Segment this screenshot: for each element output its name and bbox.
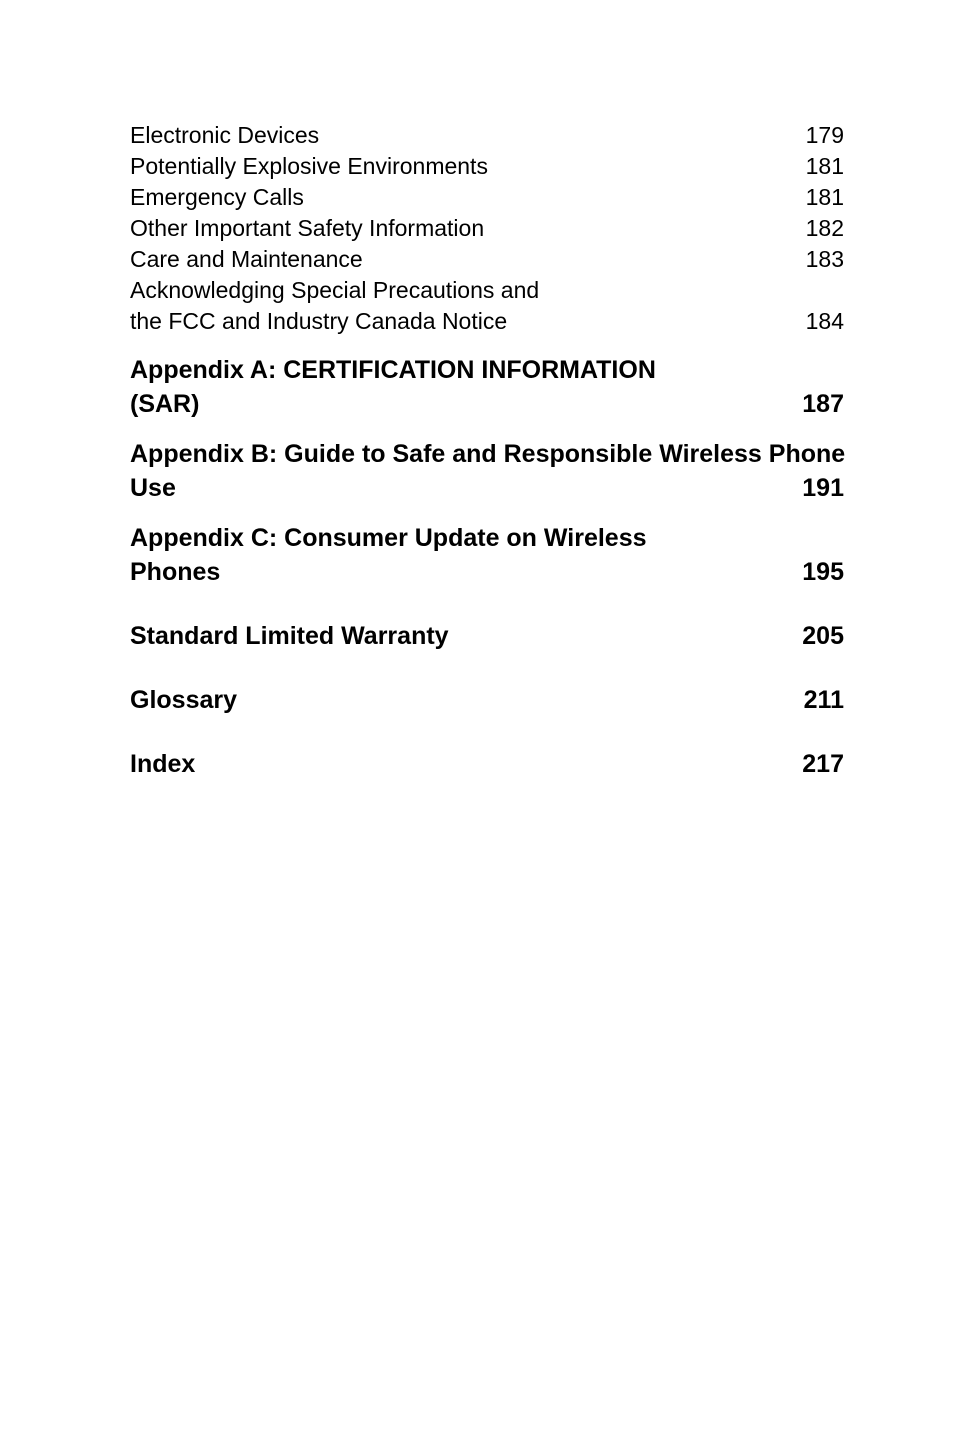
toc-label: Appendix A: CERTIFICATION INFORMATION (130, 353, 656, 387)
toc-label: Emergency Calls (130, 182, 304, 213)
toc-section-heading-cont: Phones 195 (130, 555, 844, 589)
toc-section-heading: Glossary 211 (130, 683, 844, 717)
toc-page-number: 187 (798, 387, 844, 421)
toc-section-heading: Appendix C: Consumer Update on Wireless (130, 521, 844, 555)
toc-entry: Care and Maintenance 183 (130, 244, 844, 275)
toc-page-number: 205 (798, 619, 844, 653)
toc-entry: Potentially Explosive Environments 181 (130, 151, 844, 182)
toc-label: (SAR) (130, 387, 199, 421)
toc-entry: Other Important Safety Information 182 (130, 213, 844, 244)
toc-label: Phones (130, 555, 220, 589)
toc-page-number: 181 (802, 182, 844, 213)
toc-label: Care and Maintenance (130, 244, 363, 275)
toc-page-number: 182 (802, 213, 844, 244)
toc-page-number: 191 (798, 471, 844, 505)
toc-page-number: 195 (798, 555, 844, 589)
toc-page-number: 181 (802, 151, 844, 182)
toc-entry-wrap-line2: the FCC and Industry Canada Notice 184 (130, 306, 844, 337)
toc-entry: Emergency Calls 181 (130, 182, 844, 213)
toc-label: Electronic Devices (130, 120, 319, 151)
toc-label: Acknowledging Special Precautions and (130, 275, 539, 306)
toc-page-number: 179 (802, 120, 844, 151)
toc-label: Glossary (130, 683, 237, 717)
toc-entry-wrap-line1: Acknowledging Special Precautions and (130, 275, 844, 306)
toc-page-number: 183 (802, 244, 844, 275)
toc-page: Electronic Devices 179 Potentially Explo… (0, 0, 954, 1433)
toc-page-number: 211 (800, 683, 844, 717)
toc-label: Potentially Explosive Environments (130, 151, 488, 182)
toc-page-number: 217 (798, 747, 844, 781)
toc-label: the FCC and Industry Canada Notice (130, 306, 507, 337)
toc-section-heading: Appendix A: CERTIFICATION INFORMATION (130, 353, 844, 387)
toc-entry: Electronic Devices 179 (130, 120, 844, 151)
toc-section-heading: Standard Limited Warranty 205 (130, 619, 844, 653)
toc-label: Appendix B: Guide to Safe and Responsibl… (130, 437, 845, 471)
toc-section-heading-cont: (SAR) 187 (130, 387, 844, 421)
toc-label: Appendix C: Consumer Update on Wireless (130, 521, 647, 555)
toc-page-number: 184 (802, 306, 844, 337)
toc-label: Standard Limited Warranty (130, 619, 449, 653)
toc-label: Use (130, 471, 176, 505)
toc-label: Other Important Safety Information (130, 213, 484, 244)
toc-section-heading-cont: Use 191 (130, 471, 844, 505)
toc-section-heading: Index 217 (130, 747, 844, 781)
toc-label: Index (130, 747, 195, 781)
toc-section-heading: Appendix B: Guide to Safe and Responsibl… (130, 437, 844, 471)
